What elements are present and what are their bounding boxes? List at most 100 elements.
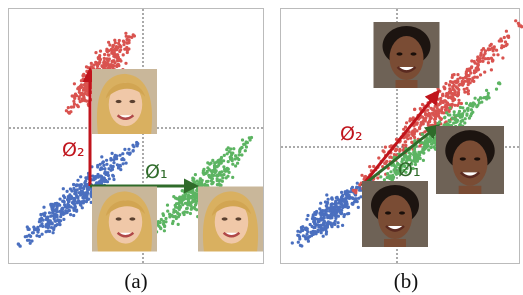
- scatter-dot: [360, 174, 363, 177]
- scatter-dot: [103, 177, 106, 180]
- scatter-dot: [124, 62, 127, 65]
- scatter-dot: [55, 208, 58, 211]
- scatter-dot: [174, 210, 177, 213]
- scatter-dot: [442, 100, 445, 103]
- scatter-dot: [166, 210, 169, 213]
- scatter-dot: [421, 116, 424, 119]
- scatter-dot: [73, 82, 76, 85]
- scatter-dot: [404, 126, 407, 129]
- scatter-dot: [443, 86, 446, 89]
- scatter-dot: [451, 85, 454, 88]
- scatter-dot: [436, 107, 439, 110]
- scatter-dot: [59, 198, 62, 201]
- scatter-dot: [313, 221, 316, 224]
- scatter-dot: [473, 71, 476, 74]
- scatter-dot: [351, 186, 354, 189]
- phi-label: Ø₁: [145, 161, 168, 183]
- face-image: [374, 22, 440, 88]
- scatter-dot: [221, 180, 224, 183]
- scatter-dot: [354, 198, 357, 201]
- scatter-dot: [457, 99, 460, 102]
- scatter-dot: [109, 169, 112, 172]
- scatter-dot: [313, 217, 316, 220]
- scatter-dot: [84, 86, 87, 89]
- scatter-dot: [389, 170, 392, 173]
- scatter-dot: [236, 162, 239, 165]
- scatter-dot: [480, 52, 483, 55]
- scatter-dot: [433, 146, 436, 149]
- scatter-dot: [96, 165, 99, 168]
- scatter-dot: [196, 180, 199, 183]
- scatter-dot: [330, 204, 333, 207]
- scatter-dot: [517, 22, 520, 25]
- scatter-dot: [184, 194, 187, 197]
- scatter-dot: [53, 219, 56, 222]
- scatter-dot: [464, 117, 467, 120]
- scatter-dot: [244, 149, 247, 152]
- scatter-dot: [314, 230, 317, 233]
- scatter-dot: [320, 231, 323, 234]
- scatter-dot: [402, 144, 405, 147]
- scatter-dot: [368, 165, 371, 168]
- face-image: [436, 126, 504, 194]
- scatter-dot: [354, 191, 357, 194]
- scatter-dot: [473, 60, 476, 63]
- face-image: [198, 187, 263, 252]
- scatter-dot: [485, 89, 488, 92]
- scatter-dot: [63, 200, 66, 203]
- scatter-dot: [112, 55, 115, 58]
- scatter-dot: [451, 103, 454, 106]
- scatter-dot: [409, 152, 412, 155]
- scatter-dot: [222, 159, 225, 162]
- scatter-dot: [114, 41, 117, 44]
- scatter-dot: [475, 67, 478, 70]
- scatter-dot: [122, 43, 125, 46]
- scatter-dot: [38, 218, 41, 221]
- scatter-dot: [194, 173, 197, 176]
- scatter-dot: [504, 40, 507, 43]
- phi-label: Ø₂: [62, 139, 85, 161]
- scatter-dot: [320, 209, 323, 212]
- scatter-dot: [331, 198, 334, 201]
- scatter-dot: [113, 49, 116, 52]
- scatter-dot: [80, 186, 83, 189]
- scatter-dot: [84, 191, 87, 194]
- scatter-dot: [412, 151, 415, 154]
- scatter-dot: [100, 167, 103, 170]
- scatter-dot: [67, 200, 70, 203]
- scatter-dot: [429, 107, 432, 110]
- scatter-dot: [492, 53, 495, 56]
- scatter-dot: [80, 79, 83, 82]
- scatter-dot: [99, 50, 102, 53]
- scatter-dot: [69, 187, 72, 190]
- scatter-dot: [404, 140, 407, 143]
- scatter-dot: [105, 159, 108, 162]
- scatter-dot: [481, 60, 484, 63]
- scatter-dot: [312, 226, 315, 229]
- scatter-dot: [39, 224, 42, 227]
- scatter-dot: [17, 242, 20, 245]
- scatter-dot: [298, 237, 301, 240]
- scatter-dot: [58, 223, 61, 226]
- scatter-dot: [484, 57, 487, 60]
- scatter-dot: [488, 44, 491, 47]
- scatter-dot: [87, 66, 90, 69]
- scatter-dot: [468, 104, 471, 107]
- scatter-dot: [296, 230, 299, 233]
- scatter-dot: [98, 58, 101, 61]
- scatter-dot: [229, 156, 232, 159]
- scatter-dot: [433, 110, 436, 113]
- scatter-dot: [123, 148, 126, 151]
- scatter-dot: [81, 97, 84, 100]
- scatter-dot: [301, 225, 304, 228]
- scatter-dot: [383, 150, 386, 153]
- scatter-dot: [105, 49, 108, 52]
- scatter-dot: [64, 210, 67, 213]
- scatter-dot: [386, 176, 389, 179]
- phi-label: Ø₂: [340, 123, 363, 145]
- scatter-dot: [223, 154, 226, 157]
- scatter-dot: [238, 149, 241, 152]
- scatter-dot: [112, 161, 115, 164]
- scatter-dot: [465, 102, 468, 105]
- scatter-dot: [208, 168, 211, 171]
